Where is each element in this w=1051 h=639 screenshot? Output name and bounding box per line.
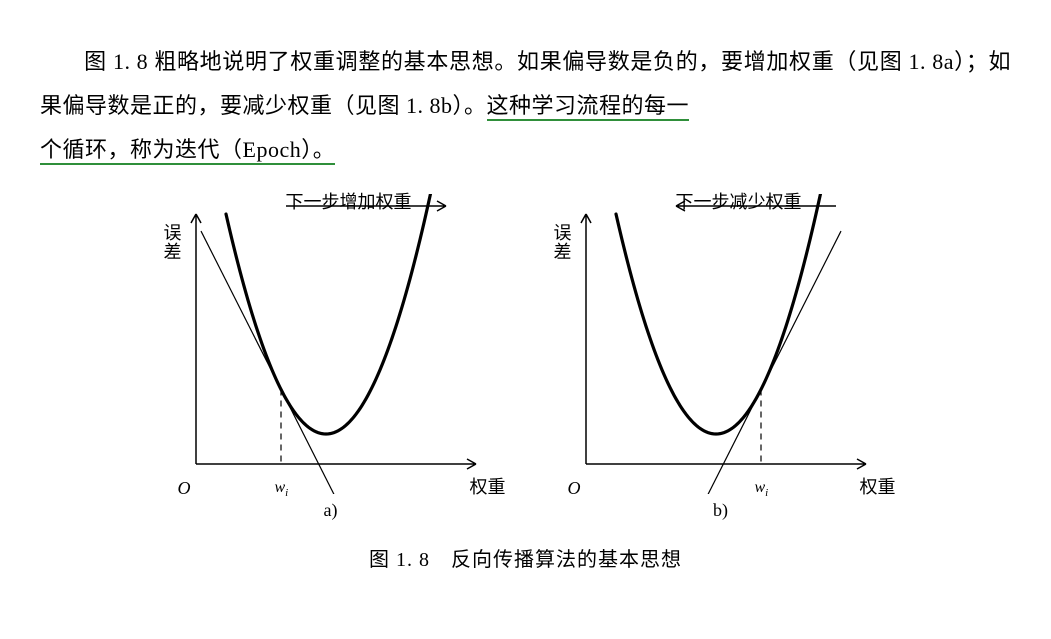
para-underline-1: 这种学习流程的每一 [487, 93, 690, 121]
panel-a: 下一步增加权重 误差 O 权重 wi a) [166, 194, 496, 521]
panel-a-origin: O [178, 478, 191, 499]
figure-caption: 图 1. 8 反向传播算法的基本思想 [40, 543, 1011, 572]
page: 图 1. 8 粗略地说明了权重调整的基本思想。如果偏导数是负的，要增加权重（见图… [0, 0, 1051, 639]
panel-a-xlabel: 权重 [470, 473, 506, 499]
panel-b-ylabel: 误差 [554, 224, 572, 262]
panel-a-wi: wi [275, 479, 289, 499]
panel-a-header: 下一步增加权重 [286, 188, 412, 214]
para-underline-2: 个循环，称为迭代（Epoch）。 [40, 137, 335, 165]
figure-1-8: 下一步增加权重 误差 O 权重 wi a) 下一步减少权重 误差 O 权重 wi… [40, 194, 1011, 521]
panel-a-svg [166, 194, 496, 494]
panel-b-origin: O [568, 478, 581, 499]
paragraph: 图 1. 8 粗略地说明了权重调整的基本思想。如果偏导数是负的，要增加权重（见图… [40, 40, 1011, 172]
panel-a-ylabel: 误差 [164, 224, 182, 262]
panel-b-xlabel: 权重 [860, 473, 896, 499]
panel-b-sublabel: b) [556, 500, 886, 521]
panel-b-header: 下一步减少权重 [676, 188, 802, 214]
panel-b: 下一步减少权重 误差 O 权重 wi b) [556, 194, 886, 521]
panel-b-wi: wi [755, 479, 769, 499]
panel-a-sublabel: a) [166, 500, 496, 521]
panel-b-svg [556, 194, 886, 494]
